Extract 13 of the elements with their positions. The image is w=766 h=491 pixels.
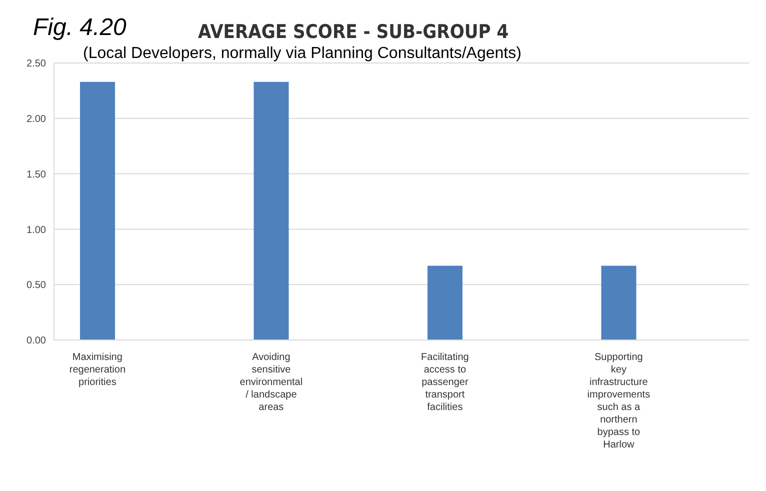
x-tick-label: Avoiding sensitive environmental / landscape areas: [240, 352, 303, 413]
y-tick-label: 2.00: [26, 114, 46, 125]
x-tick-label: Facilitating access to passenger transport facilities: [421, 352, 469, 413]
x-tick-label: Supporting key infrastructure improvements such as a northern bypass to Harlow: [587, 352, 650, 450]
y-tick-label: 2.50: [26, 58, 46, 70]
caption: Fig. 4.20: [33, 14, 126, 42]
y-tick-label: 1.00: [26, 224, 46, 236]
y-tick-label: 0.00: [26, 336, 46, 347]
chart-title: AVERAGE SCORE - SUB-GROUP 4: [198, 21, 509, 43]
chart-subtitle: (Local Developers, normally via Planning Consultants/Agents): [83, 45, 522, 63]
y-tick-label: 1.50: [26, 169, 46, 180]
x-tick-label: Maximising regeneration priorities: [69, 352, 126, 388]
y-tick-label: 0.50: [26, 280, 46, 292]
